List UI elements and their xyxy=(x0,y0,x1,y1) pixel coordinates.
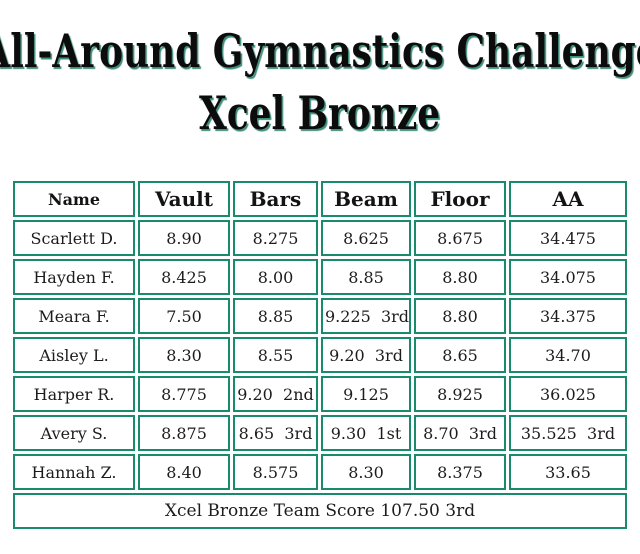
bars-score: 8.65 3rd xyxy=(233,415,318,451)
vault-score: 8.90 xyxy=(138,220,230,256)
bars-score: 8.55 xyxy=(233,337,318,373)
table-row: Meara F. 7.50 8.85 9.225 3rd 8.80 34.375 xyxy=(13,298,627,334)
gymnast-name: Hayden F. xyxy=(13,259,135,295)
beam-score: 8.30 xyxy=(321,454,411,490)
table-row: Hannah Z. 8.40 8.575 8.30 8.375 33.65 xyxy=(13,454,627,490)
aa-score: 34.70 xyxy=(509,337,627,373)
bars-score: 9.20 2nd xyxy=(233,376,318,412)
team-score: Xcel Bronze Team Score 107.50 3rd xyxy=(13,493,627,529)
gymnast-name: Meara F. xyxy=(13,298,135,334)
beam-score: 9.30 1st xyxy=(321,415,411,451)
header-row: Name Vault Bars Beam Floor AA xyxy=(13,181,627,217)
vault-score: 8.775 xyxy=(138,376,230,412)
aa-score: 36.025 xyxy=(509,376,627,412)
aa-score: 34.475 xyxy=(509,220,627,256)
floor-score: 8.375 xyxy=(414,454,506,490)
beam-score: 8.625 xyxy=(321,220,411,256)
beam-score: 9.125 xyxy=(321,376,411,412)
beam-score: 9.20 3rd xyxy=(321,337,411,373)
gymnast-name: Avery S. xyxy=(13,415,135,451)
gymnast-name: Scarlett D. xyxy=(13,220,135,256)
table-row: Hayden F. 8.425 8.00 8.85 8.80 34.075 xyxy=(13,259,627,295)
gymnast-name: Harper R. xyxy=(13,376,135,412)
column-header-beam: Beam xyxy=(321,181,411,217)
floor-score: 8.80 xyxy=(414,298,506,334)
bars-score: 8.00 xyxy=(233,259,318,295)
footer-row: Xcel Bronze Team Score 107.50 3rd xyxy=(13,493,627,529)
column-header-vault: Vault xyxy=(138,181,230,217)
table-row: Avery S. 8.875 8.65 3rd 9.30 1st 8.70 3r… xyxy=(13,415,627,451)
column-header-name: Name xyxy=(13,181,135,217)
table-row: Harper R. 8.775 9.20 2nd 9.125 8.925 36.… xyxy=(13,376,627,412)
floor-score: 8.675 xyxy=(414,220,506,256)
aa-score: 34.075 xyxy=(509,259,627,295)
column-header-bars: Bars xyxy=(233,181,318,217)
bars-score: 8.275 xyxy=(233,220,318,256)
floor-score: 8.80 xyxy=(414,259,506,295)
vault-score: 7.50 xyxy=(138,298,230,334)
floor-score: 8.70 3rd xyxy=(414,415,506,451)
vault-score: 8.425 xyxy=(138,259,230,295)
vault-score: 8.40 xyxy=(138,454,230,490)
bars-score: 8.575 xyxy=(233,454,318,490)
floor-score: 8.925 xyxy=(414,376,506,412)
page-title: All-Around Gymnastics Challenge Xcel Bro… xyxy=(0,0,640,142)
aa-score: 35.525 3rd xyxy=(509,415,627,451)
table-row: Aisley L. 8.30 8.55 9.20 3rd 8.65 34.70 xyxy=(13,337,627,373)
beam-score: 9.225 3rd xyxy=(321,298,411,334)
gymnast-name: Hannah Z. xyxy=(13,454,135,490)
column-header-aa: AA xyxy=(509,181,627,217)
title-line-1-wrap: All-Around Gymnastics Challenge xyxy=(0,18,640,84)
title-line-2: Xcel Bronze xyxy=(199,86,441,140)
results-table: Name Vault Bars Beam Floor AA Scarlett D… xyxy=(10,178,630,532)
gymnast-name: Aisley L. xyxy=(13,337,135,373)
bars-score: 8.85 xyxy=(233,298,318,334)
aa-score: 34.375 xyxy=(509,298,627,334)
aa-score: 33.65 xyxy=(509,454,627,490)
vault-score: 8.30 xyxy=(138,337,230,373)
floor-score: 8.65 xyxy=(414,337,506,373)
beam-score: 8.85 xyxy=(321,259,411,295)
column-header-floor: Floor xyxy=(414,181,506,217)
title-line-2-wrap: Xcel Bronze xyxy=(0,84,640,142)
table-row: Scarlett D. 8.90 8.275 8.625 8.675 34.47… xyxy=(13,220,627,256)
title-line-1: All-Around Gymnastics Challenge xyxy=(0,24,640,78)
vault-score: 8.875 xyxy=(138,415,230,451)
